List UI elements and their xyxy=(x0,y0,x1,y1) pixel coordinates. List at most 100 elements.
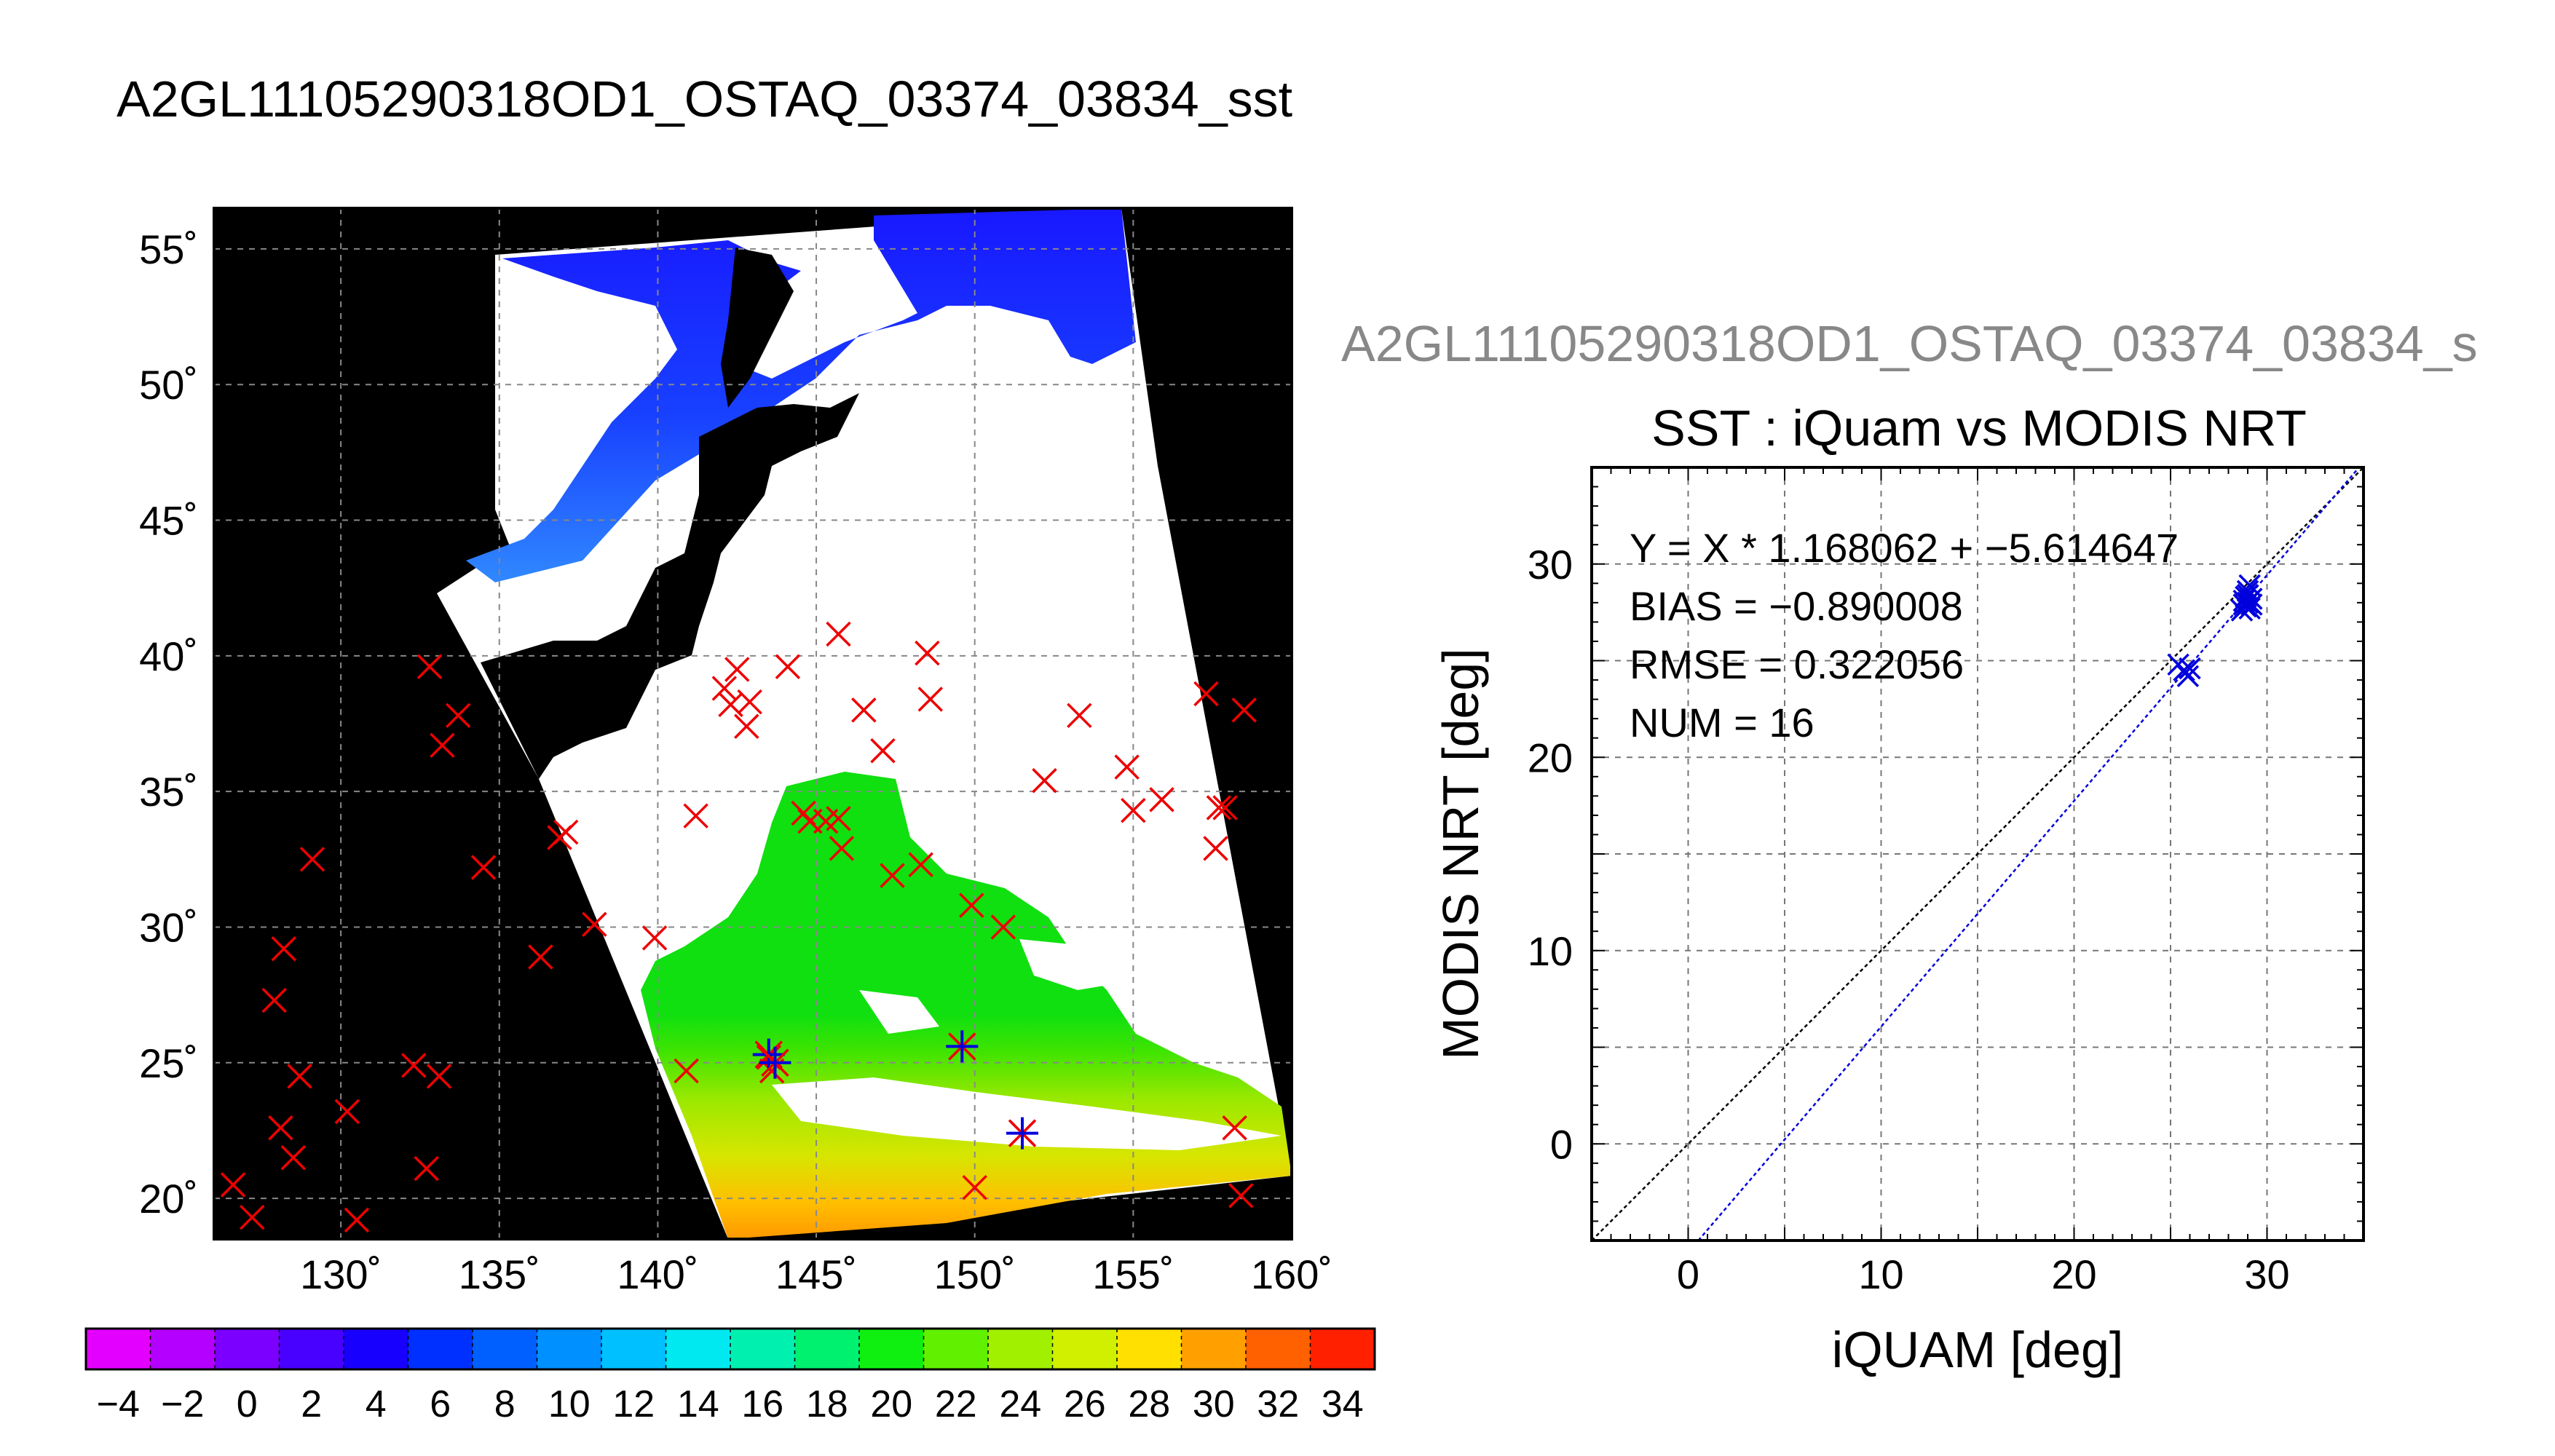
scatter-panel: A2GL11105290318OD1_OSTAQ_03374_03834_s S… xyxy=(1341,315,2478,1378)
colorbar-tick-label: 12 xyxy=(612,1383,655,1425)
scatter-point xyxy=(2173,659,2195,682)
lon-tick-label: 150˚ xyxy=(934,1251,1016,1297)
iquam-marker xyxy=(553,819,579,845)
colorbar-swatch xyxy=(988,1329,1053,1369)
north-cold-waters xyxy=(466,208,1136,582)
iquam-marker xyxy=(528,944,553,970)
colorbar-swatch xyxy=(150,1329,216,1369)
iquam-marker xyxy=(641,925,668,951)
colorbar-swatch xyxy=(1117,1329,1182,1369)
iquam-marker xyxy=(1121,798,1146,823)
y-tick-label: 30 xyxy=(1528,542,1573,587)
iquam-marker xyxy=(1231,697,1257,723)
lat-tick-label: 30˚ xyxy=(139,904,198,950)
iquam-marker xyxy=(851,697,877,723)
cloud-patch xyxy=(859,990,939,1034)
colorbar-tick-label: 20 xyxy=(870,1383,912,1425)
colorbar-tick-label: 30 xyxy=(1193,1383,1235,1425)
y-tick-label: 20 xyxy=(1528,735,1573,780)
cloud-patch xyxy=(1019,939,1121,990)
colorbar-swatch xyxy=(666,1329,731,1369)
identity-line xyxy=(1591,467,2364,1241)
stats-bias: BIAS = −0.890008 xyxy=(1630,583,1963,629)
iquam-marker xyxy=(908,852,933,878)
iquam-marker xyxy=(414,1155,439,1182)
colorbar-tick-label: 4 xyxy=(366,1383,387,1425)
colorbar-swatch xyxy=(1052,1329,1118,1369)
x-tick-label: 10 xyxy=(1858,1251,1903,1297)
colorbar-swatch xyxy=(215,1329,280,1369)
land-sakhalin xyxy=(721,248,794,408)
x-tick-label: 0 xyxy=(1677,1251,1699,1297)
colorbar-swatch xyxy=(1246,1329,1311,1369)
y-axis-label: MODIS NRT [deg] xyxy=(1432,648,1489,1059)
iquam-marker xyxy=(915,640,940,666)
colorbar-swatch xyxy=(730,1329,795,1369)
scatter-header: A2GL11105290318OD1_OSTAQ_03374_03834_s xyxy=(1341,315,2478,372)
iquam-marker xyxy=(1114,754,1140,780)
x-tick-labels: 0 10 20 30 xyxy=(1677,1251,2290,1297)
iquam-marker xyxy=(416,654,443,679)
sst-map: 20˚ 25˚ 30˚ 35˚ 40˚ 45˚ 50˚ 55˚ 130˚ 135˚ 140˚ 145… xyxy=(139,207,1332,1297)
colorbar-swatch xyxy=(794,1329,860,1369)
colorbar-swatches xyxy=(86,1329,1375,1369)
colorbar-swatch xyxy=(1181,1329,1247,1369)
iquam-marker xyxy=(1206,795,1232,820)
matchup-marker xyxy=(946,1030,979,1063)
iquam-marker xyxy=(880,863,905,888)
iquam-marker xyxy=(734,713,759,739)
iquam-marker xyxy=(1212,795,1238,820)
scatter-point xyxy=(2179,657,2201,680)
iquam-marker xyxy=(426,1064,452,1089)
lat-tick-label: 40˚ xyxy=(139,633,198,679)
iquam-marker xyxy=(959,893,984,918)
sst-colorbar: −4 −2 0 2 4 6 8 10 12 14 16 18 20 22 24 26 28 30 32 34 xyxy=(84,1327,1376,1425)
iquam-marker xyxy=(683,803,708,828)
iquam-marker xyxy=(1032,768,1057,794)
colorbar-tick-label: 18 xyxy=(806,1383,848,1425)
colorbar-tick-label: 16 xyxy=(741,1383,783,1425)
lon-tick-label: 145˚ xyxy=(775,1251,857,1297)
cloud-patch xyxy=(772,1077,1282,1150)
colorbar-tick-label: 22 xyxy=(935,1383,977,1425)
iquam-marker xyxy=(674,1058,699,1084)
latitude-tick-labels: 20˚ 25˚ 30˚ 35˚ 40˚ 45˚ 50˚ 55˚ xyxy=(139,226,198,1222)
stats-rmse: RMSE = 0.322056 xyxy=(1630,641,1964,687)
iquam-marker xyxy=(1228,1183,1254,1208)
figure-title: A2GL11105290318OD1_OSTAQ_03374_03834_sst xyxy=(117,71,1292,127)
scatter-point xyxy=(2238,574,2261,597)
iquam-marker xyxy=(271,936,297,962)
y-tick-label: 10 xyxy=(1528,928,1573,974)
iquam-marker xyxy=(917,687,944,712)
colorbar-tick-label: 28 xyxy=(1128,1383,1170,1425)
colorbar-tick-label: 24 xyxy=(999,1383,1041,1425)
iquam-marker xyxy=(711,676,738,701)
colorbar-swatch xyxy=(601,1329,666,1369)
matchup-marker xyxy=(1006,1117,1038,1150)
iquam-marker xyxy=(268,1115,293,1141)
scatter-points xyxy=(2167,574,2263,687)
colorbar-tick-labels: −4 −2 0 2 4 6 8 10 12 14 16 18 20 22 24 26 28 30 32 34 xyxy=(97,1383,1364,1425)
lat-tick-label: 55˚ xyxy=(139,226,198,272)
stats-num: NUM = 16 xyxy=(1630,700,1814,745)
colorbar-tick-label: 26 xyxy=(1064,1383,1106,1425)
colorbar-frame xyxy=(84,1327,1376,1371)
colorbar-swatch xyxy=(923,1329,989,1369)
scatter-point xyxy=(2236,583,2259,606)
colorbar-tick-label: 0 xyxy=(237,1383,258,1425)
lon-tick-label: 130˚ xyxy=(300,1251,382,1297)
scatter-point xyxy=(2176,665,2200,687)
colorbar-tick-label: 32 xyxy=(1257,1383,1299,1425)
iquam-marker xyxy=(280,1144,307,1171)
iquam-marker xyxy=(1149,787,1174,812)
colorbar-tick-label: 6 xyxy=(430,1383,451,1425)
iquam-marker xyxy=(1222,1115,1247,1141)
colorbar-tick-label: 2 xyxy=(301,1383,322,1425)
y-tick-labels: 0 10 20 30 xyxy=(1528,542,1573,1168)
iquam-marker xyxy=(445,703,471,729)
iquam-marker xyxy=(400,1053,427,1078)
iquam-marker xyxy=(826,621,851,647)
iquam-marker xyxy=(829,836,855,861)
iquam-marker xyxy=(334,1099,360,1125)
x-tick-label: 30 xyxy=(2244,1251,2289,1297)
